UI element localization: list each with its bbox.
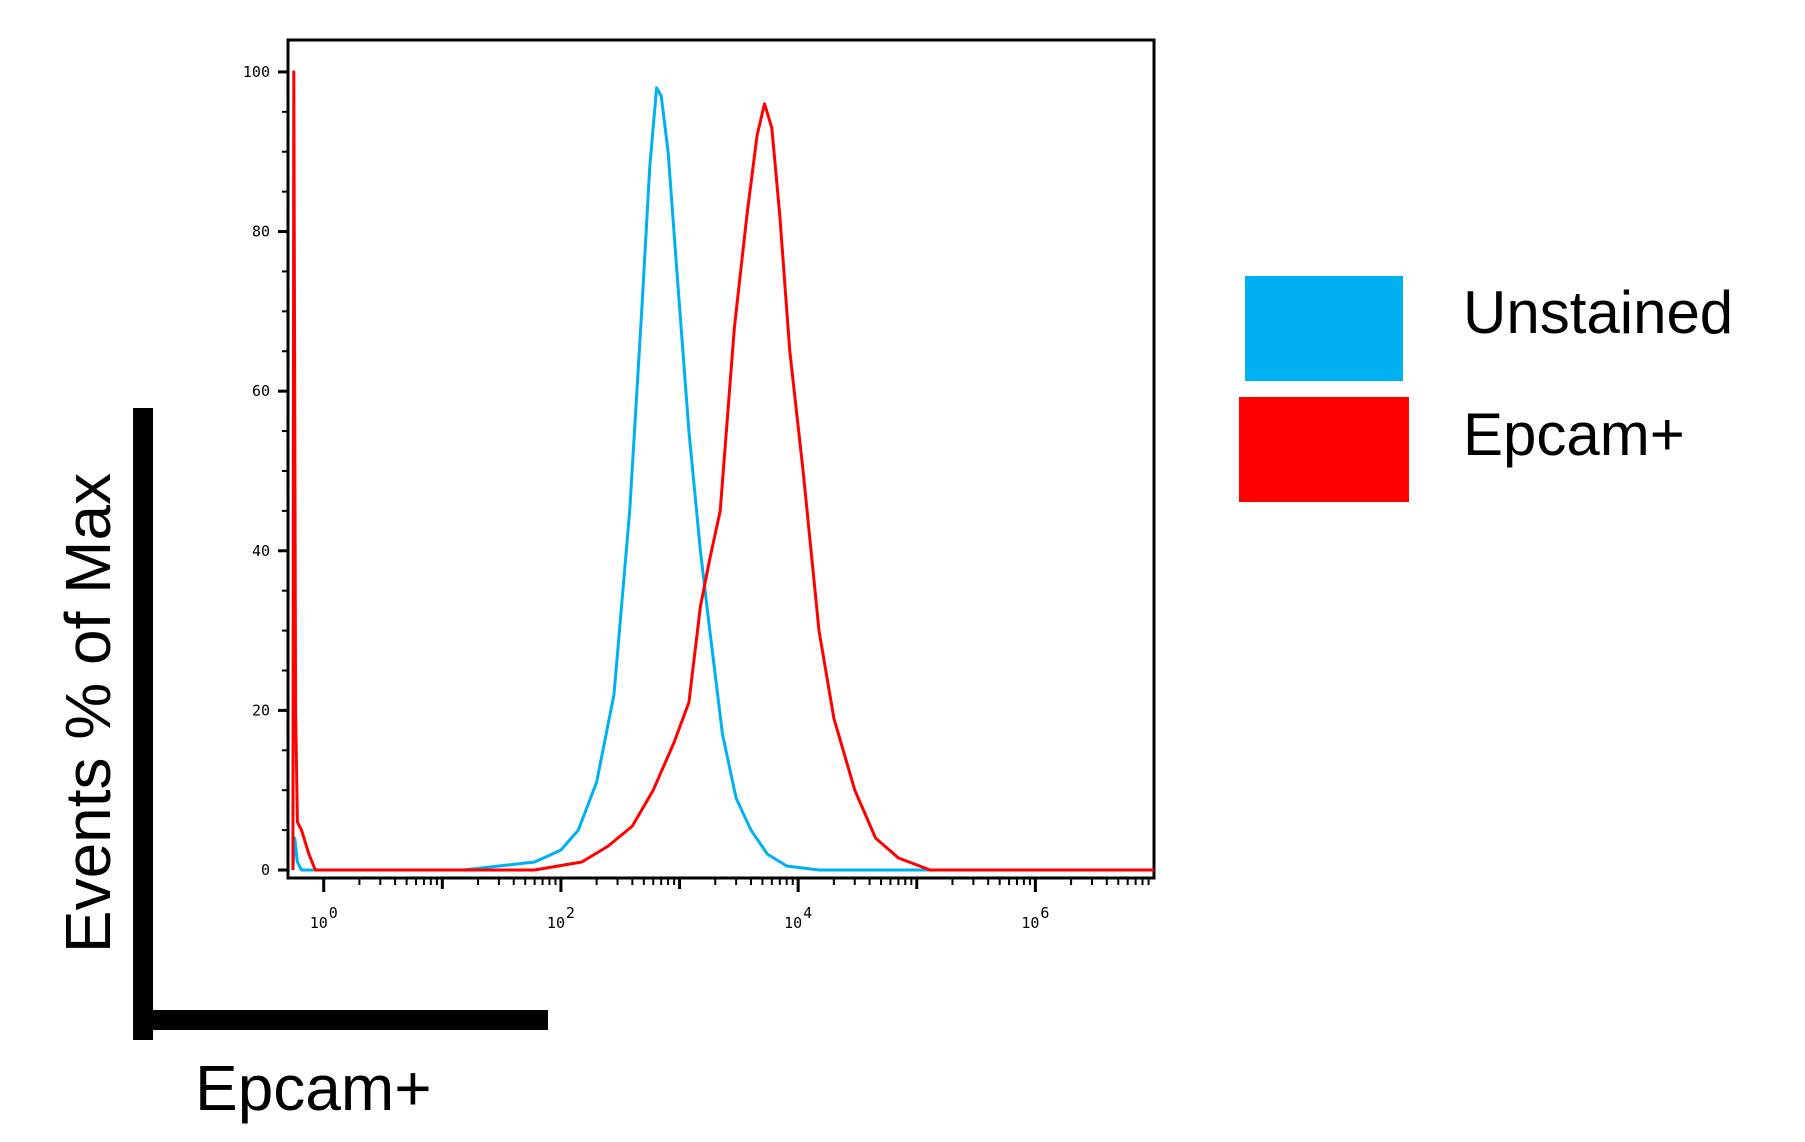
x-axis-bar: [133, 1010, 548, 1030]
x-tick-exponent: 0: [329, 904, 338, 922]
y-tick-label: 40: [252, 542, 270, 560]
legend-swatch-epcam: [1239, 397, 1409, 502]
x-tick-exponent: 4: [803, 904, 812, 922]
y-tick-label: 80: [252, 223, 270, 241]
legend-swatch-unstained: [1245, 276, 1403, 381]
series-line-epcam: [291, 70, 1154, 872]
x-tick-label: 10: [784, 914, 802, 932]
legend-label-epcam: Epcam+: [1463, 401, 1685, 468]
y-tick-label: 20: [252, 701, 270, 719]
x-tick-exponent: 6: [1040, 904, 1049, 922]
y-tick-label: 100: [243, 63, 270, 81]
y-axis-title: Events % of Max: [52, 473, 124, 953]
y-tick-label: 0: [261, 861, 270, 879]
x-tick-label: 10: [1021, 914, 1039, 932]
series-layer: [291, 70, 1154, 872]
y-tick-label: 60: [252, 382, 270, 400]
plot-area: [286, 38, 1156, 880]
x-tick-label: 10: [310, 914, 328, 932]
series-line-unstained: [291, 86, 1154, 872]
x-tick-label: 10: [547, 914, 565, 932]
legend-label-unstained: Unstained: [1463, 279, 1733, 346]
x-axis-title: Epcam+: [195, 1052, 432, 1124]
y-axis-bar: [133, 408, 153, 1040]
x-tick-exponent: 2: [566, 904, 575, 922]
y-axis-ticks: 0 20 40 60 80 100: [243, 63, 288, 879]
legend: Unstained Epcam+: [1239, 276, 1733, 502]
